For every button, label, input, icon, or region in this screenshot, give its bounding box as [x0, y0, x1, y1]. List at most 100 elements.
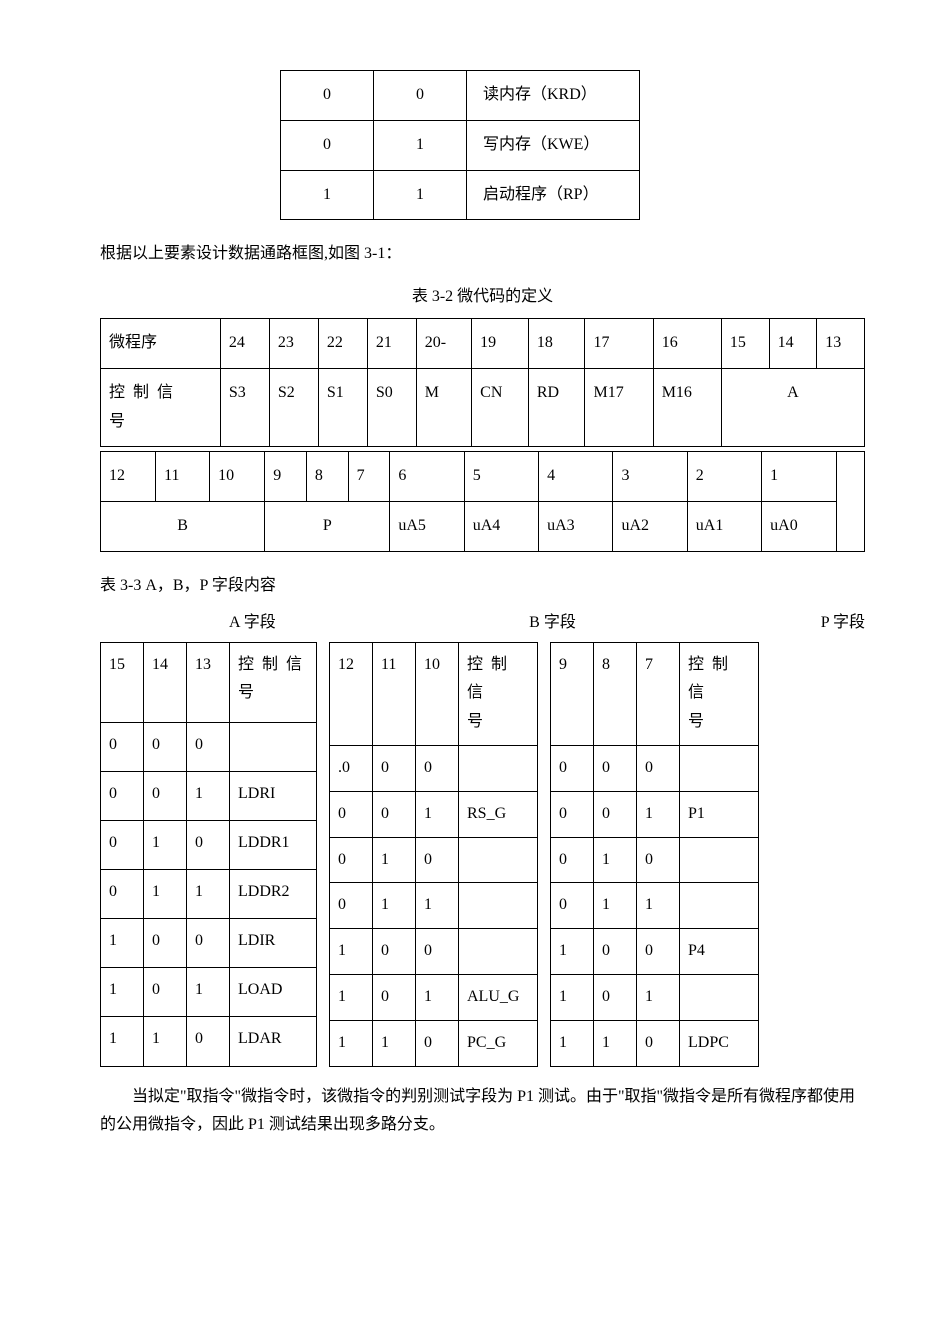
table-cell: 1 [551, 1020, 594, 1066]
table-cell: 0 [101, 771, 144, 820]
table-cell: 1 [373, 837, 416, 883]
abp-caption: 表 3-3 A，B，P 字段内容 [100, 572, 865, 601]
table-cell: 0 [416, 929, 459, 975]
table-cell: 12 [101, 452, 156, 502]
table-cell: 1 [330, 974, 373, 1020]
table-cell: 9 [265, 452, 307, 502]
microcode-caption: 表 3-2 微代码的定义 [100, 283, 865, 312]
table-cell: 13 [817, 318, 865, 368]
table-cell: 0 [594, 929, 637, 975]
table-cell: RS_G [459, 791, 538, 837]
b-field-header: B 字段 [375, 609, 690, 638]
table-cell: 0 [637, 929, 680, 975]
table-cell: 23 [269, 318, 318, 368]
table-header-cell: 13 [187, 642, 230, 722]
table-cell: 0 [594, 745, 637, 791]
bottom-paragraph: 当拟定"取指令"微指令时，该微指令的判别测试字段为 P1 测试。由于"取指"微指… [100, 1083, 865, 1141]
table-cell: 1 [187, 968, 230, 1017]
table-cell: 0 [144, 919, 187, 968]
table-cell: 20- [416, 318, 471, 368]
table-cell: uA4 [464, 502, 538, 552]
table-cell: uA1 [687, 502, 761, 552]
table-cell: 0 [187, 722, 230, 771]
table-cell: 1 [330, 1020, 373, 1066]
table-cell: 0 [551, 745, 594, 791]
table-cell: 0 [594, 974, 637, 1020]
table-cell: B [101, 502, 265, 552]
table-cell: 1 [637, 883, 680, 929]
table-cell: 1 [416, 883, 459, 929]
table-cell: 0 [330, 837, 373, 883]
table-cell: uA5 [390, 502, 464, 552]
a-field-table: 151413控 制 信号000001LDRI010LDDR1011LDDR210… [100, 642, 317, 1067]
table-cell [459, 837, 538, 883]
table-cell: 1 [144, 1017, 187, 1066]
p-field-header: P 字段 [690, 609, 865, 638]
table-cell: 1 [416, 974, 459, 1020]
table-cell [680, 745, 759, 791]
table-cell: RD [528, 368, 585, 447]
table-cell: 22 [318, 318, 367, 368]
table-cell: 0 [594, 791, 637, 837]
table-cell: S3 [220, 368, 269, 447]
table-cell [680, 883, 759, 929]
microcode-table-bottom: 121110987654321 BPuA5uA4uA3uA2uA1uA0 [100, 451, 865, 552]
table-cell [836, 452, 864, 552]
table-header-cell: 控 制 信号 [230, 642, 317, 722]
table-cell: 1 [187, 771, 230, 820]
table-cell: uA2 [613, 502, 687, 552]
top-small-table: 00读内存（KRD）01写内存（KWE）11启动程序（RP） [280, 70, 640, 220]
table-cell: 0 [637, 745, 680, 791]
table-header-cell: 15 [101, 642, 144, 722]
table-cell: 7 [348, 452, 390, 502]
abp-tables-wrap: 151413控 制 信号000001LDRI010LDDR1011LDDR210… [100, 642, 865, 1067]
table-cell [459, 745, 538, 791]
table-cell: 1 [144, 820, 187, 869]
table-cell: 3 [613, 452, 687, 502]
table-cell [459, 883, 538, 929]
table-cell: CN [472, 368, 529, 447]
table-cell: 1 [101, 968, 144, 1017]
table-cell: 6 [390, 452, 464, 502]
table-header-cell: 控 制 信号 [680, 642, 759, 745]
b-field-table: 121110控 制 信号.000001RS_G010011100101ALU_G… [329, 642, 538, 1067]
table-cell: P [265, 502, 390, 552]
table-cell: M [416, 368, 471, 447]
table-cell: 15 [721, 318, 769, 368]
p-field-table: 987控 制 信号000001P1010011100P4101110LDPC [550, 642, 759, 1067]
table-cell [230, 722, 317, 771]
table-cell: 14 [769, 318, 817, 368]
table-header-cell: 11 [373, 642, 416, 745]
table-cell: 写内存（KWE） [467, 120, 640, 170]
table-header-cell: 10 [416, 642, 459, 745]
table-cell: 1 [594, 883, 637, 929]
table-cell: 1 [373, 883, 416, 929]
table-cell [680, 974, 759, 1020]
table-cell: 0 [637, 837, 680, 883]
table-cell: 16 [653, 318, 721, 368]
table-header-cell: 14 [144, 642, 187, 722]
table-cell: LDPC [680, 1020, 759, 1066]
table-cell: 0 [330, 883, 373, 929]
table-cell: ALU_G [459, 974, 538, 1020]
table-cell: 0 [101, 869, 144, 918]
table-cell: 1 [330, 929, 373, 975]
table-cell: 1 [374, 170, 467, 220]
table-cell: S1 [318, 368, 367, 447]
table-cell: LDIR [230, 919, 317, 968]
table-cell: 19 [472, 318, 529, 368]
table-cell: 控 制 信号 [101, 368, 221, 447]
table-cell: 0 [637, 1020, 680, 1066]
table-header-cell: 12 [330, 642, 373, 745]
table-cell: 0 [551, 837, 594, 883]
table-cell: 17 [585, 318, 653, 368]
table-cell: LDDR2 [230, 869, 317, 918]
table-cell: 0 [144, 968, 187, 1017]
table-cell: 1 [637, 974, 680, 1020]
table-cell: uA0 [762, 502, 836, 552]
table-cell: 1 [187, 869, 230, 918]
table-cell: 0 [551, 883, 594, 929]
table-cell: P1 [680, 791, 759, 837]
table-cell: 1 [551, 974, 594, 1020]
table-cell: 0 [373, 929, 416, 975]
